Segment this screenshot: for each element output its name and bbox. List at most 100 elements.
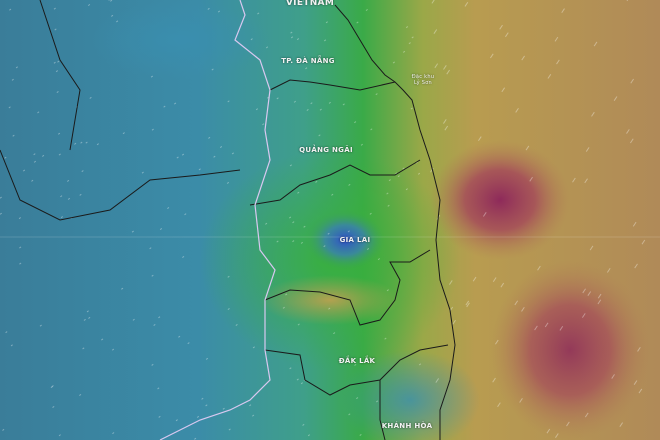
- label-da-nang: TP. ĐÀ NẴNG: [281, 57, 335, 65]
- wind-particle: [33, 153, 36, 156]
- wind-particle: [67, 197, 71, 200]
- wind-particle: [331, 193, 334, 196]
- wind-particle: [50, 386, 53, 389]
- wind-particle: [288, 216, 292, 219]
- wind-particle: [589, 245, 594, 251]
- province-borders: [0, 0, 456, 440]
- wind-particle: [472, 276, 477, 282]
- wind-particle: [208, 136, 211, 139]
- wind-particle: [499, 24, 503, 30]
- wind-particle: [547, 74, 552, 79]
- wind-particle: [303, 225, 306, 228]
- wind-particle: [585, 147, 590, 152]
- wind-particle: [418, 363, 422, 366]
- wind-particle: [211, 68, 214, 71]
- wind-particle: [626, 0, 629, 2]
- wind-particle: [227, 308, 230, 311]
- wind-particle: [56, 91, 59, 94]
- wind-particle: [276, 97, 279, 100]
- wind-particle: [327, 232, 330, 235]
- wind-particle: [58, 434, 61, 437]
- wind-particle: [556, 59, 560, 65]
- wind-particle: [80, 141, 83, 144]
- wind-particle: [175, 419, 178, 422]
- wind-particle: [158, 415, 161, 418]
- wind-particle: [235, 323, 238, 326]
- wind-particle: [198, 168, 201, 171]
- wind-particle: [515, 107, 519, 113]
- wind-particle: [252, 346, 255, 349]
- wind-particle: [54, 28, 57, 31]
- wind-particle: [411, 36, 414, 39]
- wind-particle: [325, 21, 328, 24]
- wind-particle: [205, 357, 209, 360]
- label-khanh-hoa: KHÁNH HÒA: [381, 422, 433, 430]
- wind-particle: [276, 240, 279, 243]
- wind-particle: [641, 239, 646, 245]
- label-ly-son: Đặc khu Lý Sơn: [411, 74, 435, 86]
- wind-particle: [408, 42, 411, 45]
- wind-particle: [446, 69, 450, 75]
- wind-particle: [131, 230, 134, 233]
- wind-particle: [638, 388, 643, 394]
- wind-particle: [60, 216, 64, 219]
- wind-particle: [300, 382, 304, 385]
- wind-particle: [213, 155, 216, 158]
- wind-particle: [292, 221, 295, 224]
- wind-particle: [163, 105, 166, 108]
- wind-particle: [58, 153, 61, 156]
- wind-particle: [318, 134, 321, 137]
- wind-particle: [633, 380, 638, 385]
- wind-particle: [505, 32, 509, 38]
- wind-particle: [359, 433, 362, 436]
- wind-particle: [452, 319, 456, 325]
- wind-particle: [521, 306, 525, 312]
- wind-particle: [386, 289, 389, 292]
- wind-particle: [310, 102, 313, 105]
- wind-particle: [593, 41, 598, 47]
- label-gia-lai: GIA LAI: [339, 236, 371, 244]
- wind-particle: [387, 204, 390, 207]
- wind-particle: [4, 156, 7, 159]
- wind-particle: [182, 255, 185, 258]
- wind-particle: [405, 188, 408, 191]
- wind-particle: [584, 412, 589, 418]
- wind-particle: [478, 136, 482, 142]
- wind-particle: [392, 61, 396, 64]
- wind-particle: [464, 1, 469, 7]
- wind-particle: [489, 53, 494, 59]
- wind-particle: [591, 111, 595, 117]
- wind-particle: [187, 342, 190, 345]
- wind-particle: [150, 75, 154, 78]
- wind-particle: [151, 363, 154, 366]
- wind-particle: [228, 428, 231, 431]
- wind-particle: [319, 108, 322, 111]
- wind-particle: [111, 14, 114, 17]
- wind-particle: [282, 306, 285, 309]
- wind-particle: [365, 9, 368, 12]
- wind-particle: [465, 300, 470, 306]
- wind-particle: [613, 96, 618, 101]
- wind-particle: [87, 4, 91, 7]
- wind-particle: [31, 179, 34, 182]
- wind-particle: [5, 331, 8, 334]
- wind-particle: [111, 348, 115, 351]
- wind-particle: [57, 132, 61, 135]
- wind-particle: [85, 141, 88, 144]
- wind-particle: [630, 138, 634, 144]
- wind-particle: [81, 170, 84, 173]
- wind-particle: [546, 428, 551, 434]
- wind-particle: [300, 241, 304, 244]
- wind-particle: [226, 181, 230, 184]
- wind-particle: [410, 107, 413, 110]
- wind-particle: [417, 172, 421, 175]
- wind-particle: [227, 100, 230, 103]
- wind-particle: [297, 191, 300, 194]
- wind-particle: [443, 65, 447, 70]
- wind-particle: [375, 400, 379, 403]
- wind-particle: [8, 106, 11, 109]
- wind-particle: [497, 402, 501, 408]
- wind-particle: [231, 152, 235, 155]
